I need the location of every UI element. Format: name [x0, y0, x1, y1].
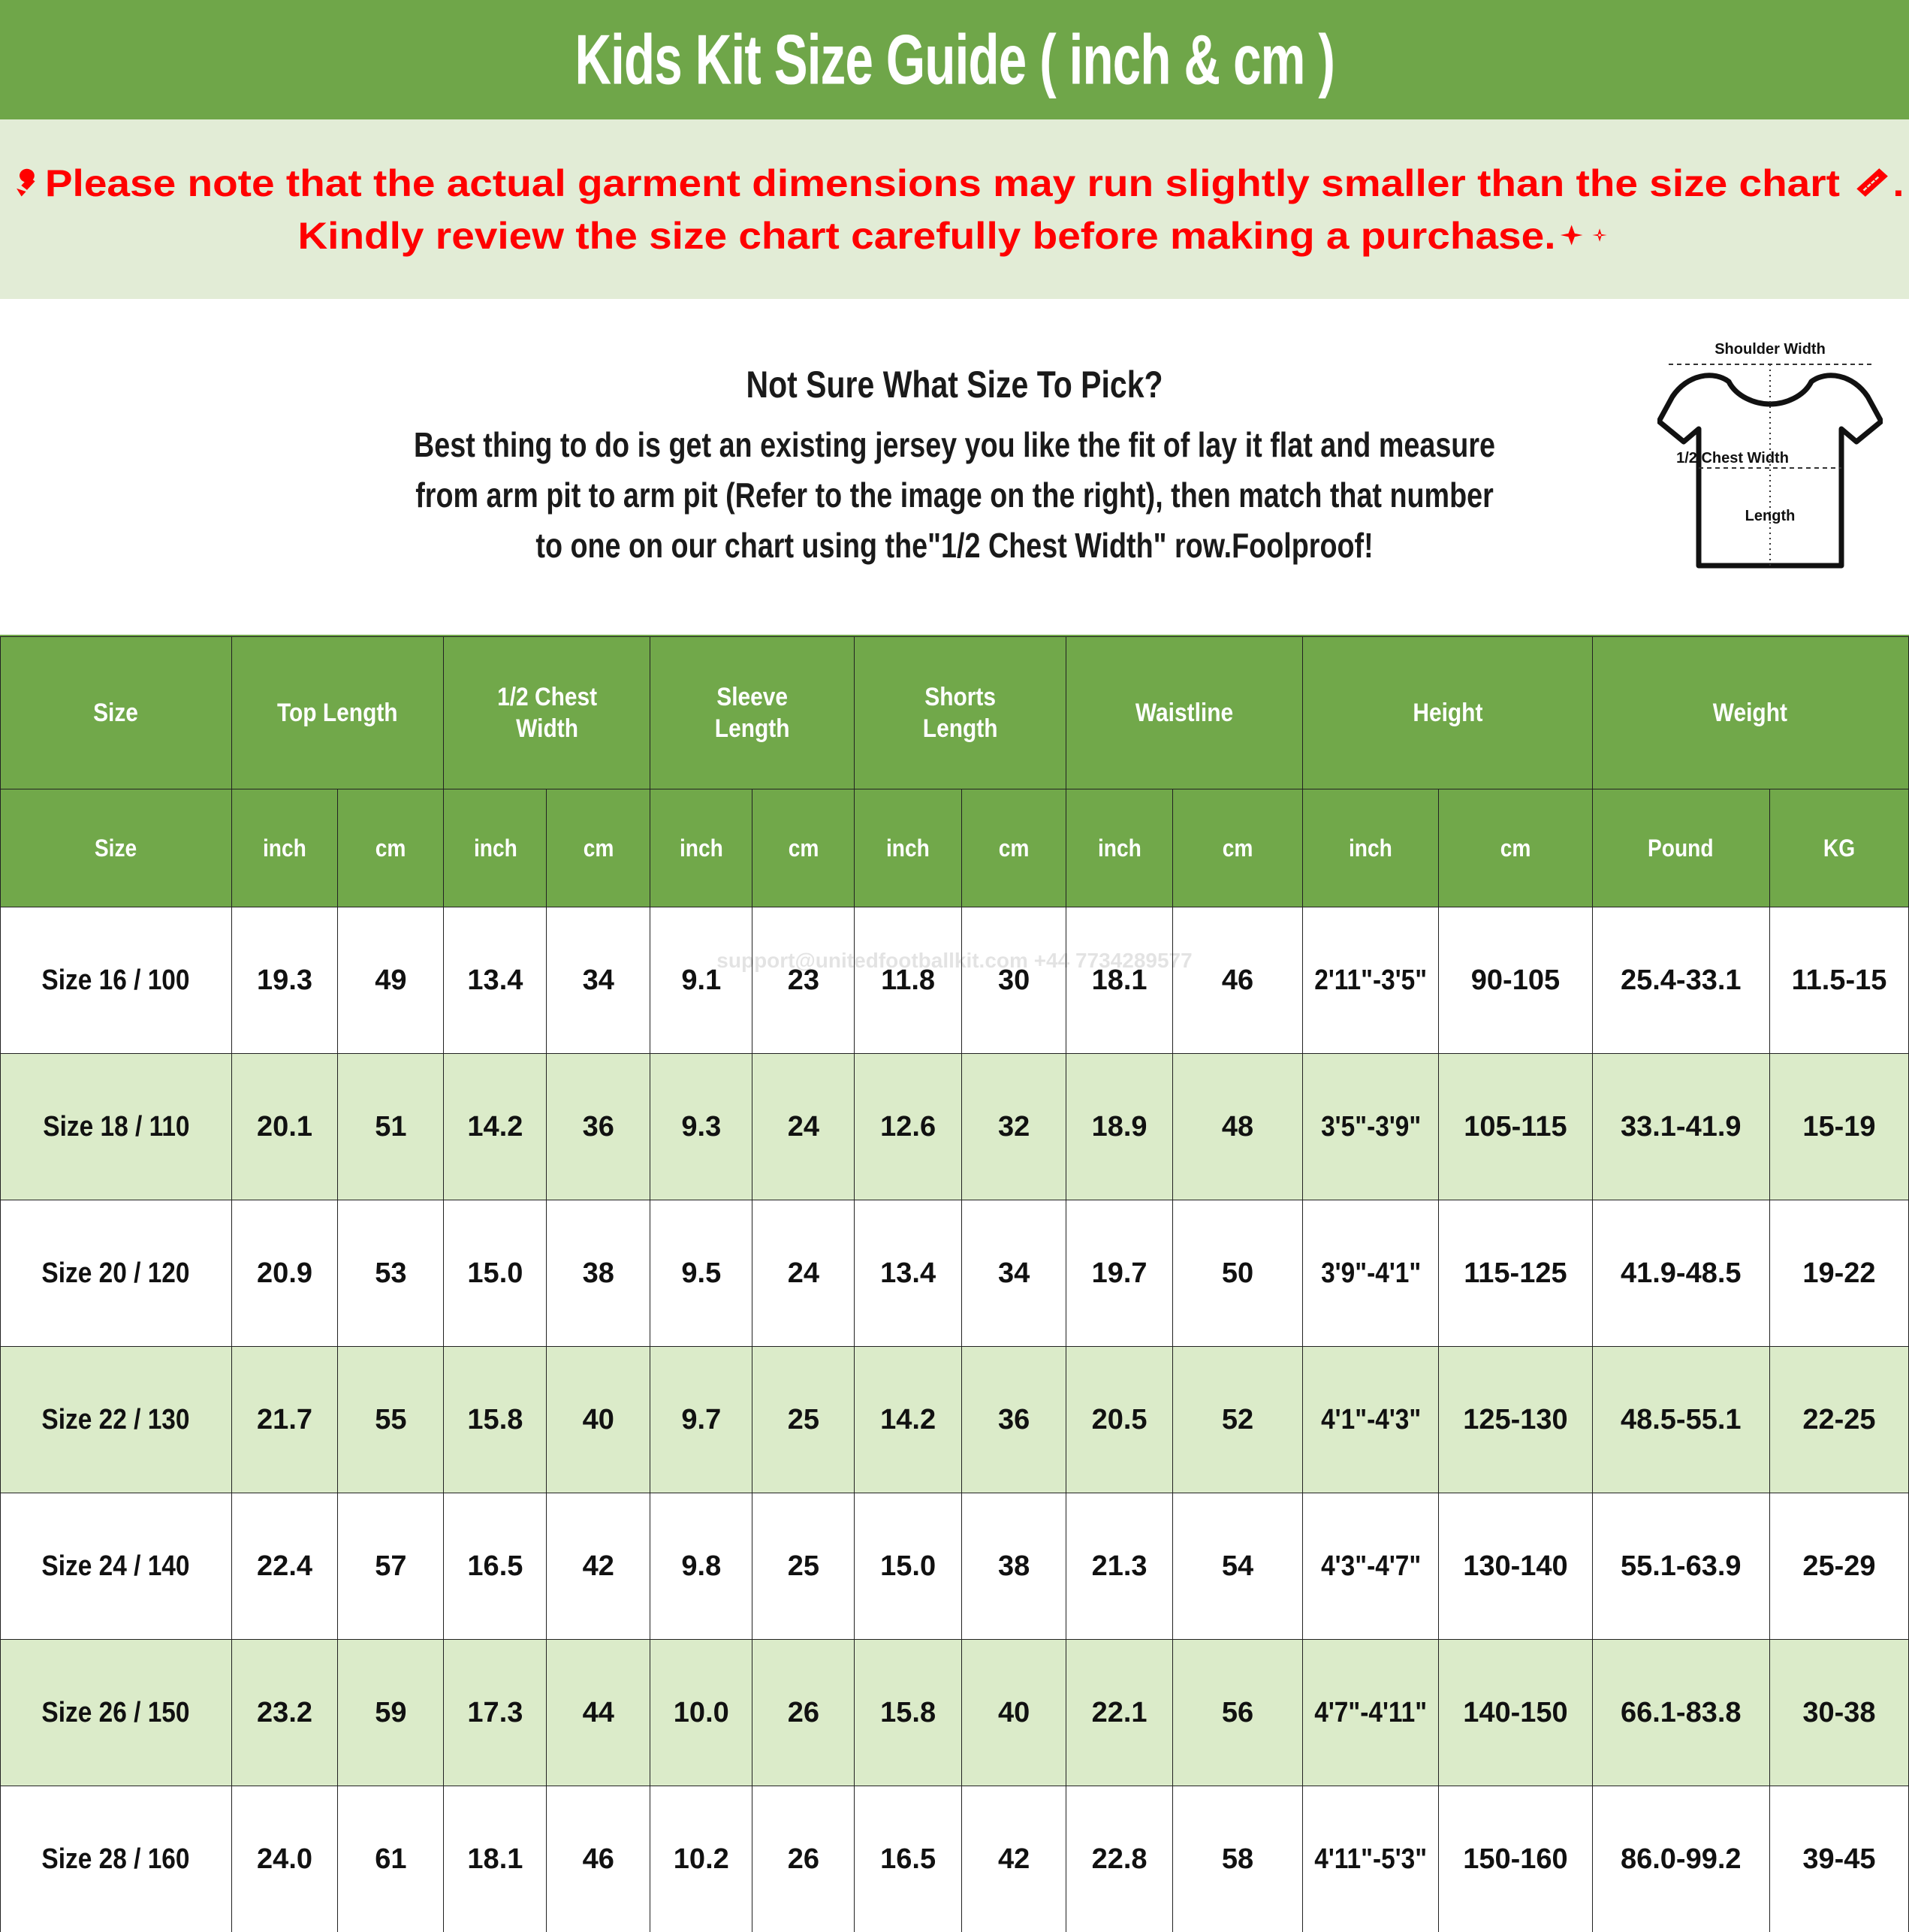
svg-text:1/2 Chest Width: 1/2 Chest Width: [1676, 450, 1789, 466]
svg-text:Shoulder Width: Shoulder Width: [1714, 341, 1826, 358]
svg-text:Length: Length: [1745, 508, 1796, 524]
